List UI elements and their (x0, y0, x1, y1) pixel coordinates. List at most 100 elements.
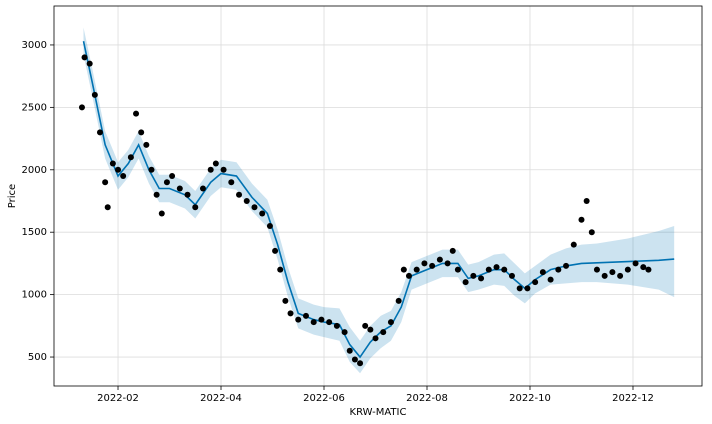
observed-point (449, 247, 456, 254)
observed-point (277, 266, 284, 273)
observed-point (127, 154, 134, 161)
observed-point (588, 229, 595, 236)
observed-point (236, 191, 243, 198)
observed-point (395, 297, 402, 304)
observed-point (133, 110, 140, 117)
observed-point (109, 160, 116, 167)
observed-point (282, 297, 289, 304)
observed-point (563, 262, 570, 269)
observed-point (601, 272, 608, 279)
observed-point (632, 260, 639, 267)
observed-point (493, 264, 500, 271)
observed-point (176, 185, 183, 192)
forecast-line (82, 41, 675, 359)
observed-point (444, 260, 451, 267)
observed-point (272, 247, 279, 254)
observed-point (259, 210, 266, 217)
observed-point (287, 310, 294, 317)
observed-point (462, 279, 469, 286)
observed-point (400, 266, 407, 273)
observed-point (295, 316, 302, 323)
observed-point (91, 91, 98, 98)
observed-point (617, 272, 624, 279)
observed-point (640, 264, 647, 271)
plot-frame (53, 5, 703, 387)
observed-point (158, 210, 165, 217)
y-tick-label: 2500 (22, 102, 47, 113)
observed-point (508, 272, 515, 279)
observed-point (333, 322, 340, 329)
observed-point (421, 260, 428, 267)
x-tick-label: 2022-10 (509, 393, 551, 404)
observed-point (310, 319, 317, 326)
observed-point (251, 204, 258, 211)
observed-point (516, 285, 523, 292)
observed-point (169, 173, 176, 180)
observed-point (78, 104, 85, 111)
observed-point (539, 269, 546, 276)
observed-point (302, 312, 309, 319)
observed-point (380, 329, 387, 336)
y-tick-label: 1000 (22, 290, 47, 301)
observed-point (326, 319, 333, 326)
observed-point (413, 266, 420, 273)
x-tick-label: 2022-06 (303, 393, 345, 404)
observed-point (228, 179, 235, 186)
observed-point (555, 266, 562, 273)
observed-point (104, 204, 111, 211)
observed-point (387, 319, 394, 326)
observed-point (645, 266, 652, 273)
observed-point (120, 173, 127, 180)
observed-point (570, 241, 577, 248)
observed-point (357, 360, 364, 367)
observed-point (578, 216, 585, 223)
observed-point (153, 191, 160, 198)
observed-point (148, 166, 155, 173)
x-tick-label: 2022-08 (406, 393, 448, 404)
observed-point (207, 166, 214, 173)
observed-point (138, 129, 145, 136)
x-tick-label: 2022-02 (97, 393, 139, 404)
x-tick-label: 2022-12 (612, 393, 654, 404)
observed-point (163, 179, 170, 186)
observed-point (199, 185, 206, 192)
observed-point (405, 272, 412, 279)
observed-point (243, 197, 250, 204)
observed-point (485, 266, 492, 273)
observed-point (351, 356, 358, 363)
observed-point (318, 316, 325, 323)
observed-point (372, 335, 379, 342)
observed-point (192, 204, 199, 211)
observed-point (220, 166, 227, 173)
y-tick-label: 2000 (22, 165, 47, 176)
observed-point (524, 285, 531, 292)
observed-point (367, 326, 374, 333)
x-tick-label: 2022-04 (200, 393, 242, 404)
observed-point (81, 54, 88, 61)
observed-point (532, 279, 539, 286)
observed-point (102, 179, 109, 186)
observed-point (212, 160, 219, 167)
observed-point (436, 256, 443, 263)
observed-point (470, 272, 477, 279)
observed-point (86, 60, 93, 67)
observed-point (454, 266, 461, 273)
observed-point (609, 269, 616, 276)
observed-point (624, 266, 631, 273)
observed-point (547, 276, 554, 283)
y-tick-label: 1500 (22, 227, 47, 238)
y-axis-label: Price (7, 184, 18, 208)
observed-point (341, 329, 348, 336)
observed-point (478, 275, 485, 282)
observed-point (583, 197, 590, 204)
observed-point (362, 322, 369, 329)
y-tick-label: 3000 (22, 40, 47, 51)
observed-point (184, 191, 191, 198)
observed-point (346, 347, 353, 354)
observed-point (115, 166, 122, 173)
y-tick-label: 500 (28, 352, 47, 363)
observed-point (593, 266, 600, 273)
observed-point (143, 141, 150, 148)
observed-point (429, 262, 436, 269)
